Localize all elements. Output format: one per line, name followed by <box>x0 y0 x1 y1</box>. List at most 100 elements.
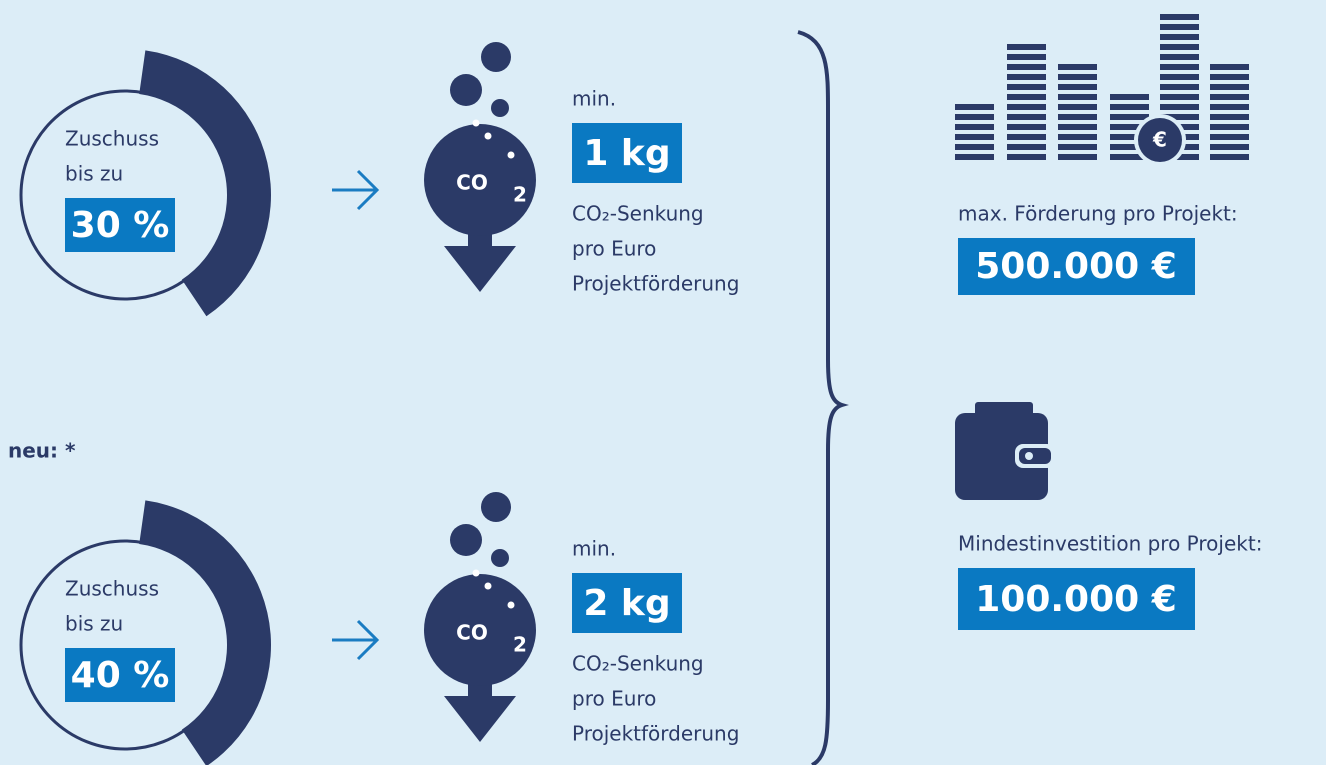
brace <box>797 30 849 765</box>
dot <box>484 132 492 140</box>
arrow-head <box>444 246 516 292</box>
bar-stripe <box>955 154 994 160</box>
bar-stripe <box>1210 124 1249 130</box>
bar-stripe <box>1160 34 1199 40</box>
reduction-prefix: min. <box>572 537 616 561</box>
bubble <box>491 99 509 117</box>
bar-stripe <box>1210 74 1249 80</box>
co2-text: CO <box>456 621 488 645</box>
grant-value: 30 % <box>71 205 170 246</box>
bar-stripe <box>955 124 994 130</box>
bar-stripe <box>1110 94 1149 100</box>
bar-stripe <box>1007 44 1046 50</box>
wallet-body <box>955 413 1048 500</box>
reduction-line: pro Euro <box>572 237 656 261</box>
bar-stripe <box>1007 144 1046 150</box>
value-box <box>65 198 175 252</box>
dot <box>484 582 492 590</box>
reduction-line: Projektförderung <box>572 272 739 296</box>
value-box <box>572 123 682 183</box>
bubble <box>450 74 482 106</box>
bar-stripe <box>1160 44 1199 50</box>
euro-coin <box>1138 118 1182 162</box>
dot <box>472 569 480 577</box>
bar-stripe <box>1007 54 1046 60</box>
bar-stripe <box>1007 94 1046 100</box>
grant-line: Zuschuss <box>65 127 159 151</box>
bar-stripe <box>1160 104 1199 110</box>
grant-line: bis zu <box>65 162 123 186</box>
bar-stripe <box>1110 104 1149 110</box>
bar-stripe <box>1210 114 1249 120</box>
bar-stripe <box>955 114 994 120</box>
bar-stripe <box>1160 24 1199 30</box>
bar-stripe <box>1160 14 1199 20</box>
reduction-prefix: min. <box>572 87 616 111</box>
reduction-value: 2 kg <box>583 583 670 624</box>
row: Zuschuss bis zu 40 % CO 2 min. 2 kg CO₂-Senkung… <box>19 492 739 765</box>
dot <box>472 119 480 127</box>
bar-stripe <box>1110 154 1149 160</box>
bar-stripe <box>1210 134 1249 140</box>
max-funding-label: max. Förderung pro Projekt: <box>958 202 1238 226</box>
bar-stripe <box>1160 84 1199 90</box>
arrow <box>332 169 380 211</box>
ring-arc <box>139 50 271 317</box>
bar-stripe <box>1058 104 1097 110</box>
funding-icon: € <box>955 14 1249 166</box>
bubble <box>491 549 509 567</box>
new-label: neu: * <box>8 439 76 463</box>
value-box <box>958 568 1195 630</box>
co2-circle <box>424 574 536 686</box>
bar-stripe <box>1210 94 1249 100</box>
bar-stripe <box>1007 74 1046 80</box>
rows: Zuschuss bis zu 30 % CO 2 min. 1 kg CO₂-Senkung… <box>19 42 739 765</box>
ring-arc <box>139 500 271 765</box>
arrow <box>332 619 380 661</box>
bar-stripe <box>1058 84 1097 90</box>
reduction-line: pro Euro <box>572 687 656 711</box>
bubble <box>481 492 511 522</box>
bar-stripe <box>1210 144 1249 150</box>
bar-stripe <box>1110 124 1149 130</box>
bar-stripe <box>1007 124 1046 130</box>
co2-sub: 2 <box>513 633 527 657</box>
grant-value: 40 % <box>71 655 170 696</box>
co2-text: CO <box>456 171 488 195</box>
dot <box>507 601 515 609</box>
bar-stripe <box>1210 104 1249 110</box>
bar-stripe <box>1160 54 1199 60</box>
co2-sub: 2 <box>513 183 527 207</box>
reduction-line: CO₂-Senkung <box>572 652 704 676</box>
bar-stripe <box>1210 154 1249 160</box>
bar-stripe <box>1160 74 1199 80</box>
max-funding-value: 500.000 € <box>975 246 1177 287</box>
bar-stripe <box>955 104 994 110</box>
bar-stripe <box>1058 154 1097 160</box>
value-box <box>958 238 1195 295</box>
bar-stripe <box>1058 144 1097 150</box>
bar-stripe <box>1007 84 1046 90</box>
wallet-tab <box>975 402 1033 416</box>
wallet-icon <box>955 402 1055 500</box>
bar-stripe <box>1160 64 1199 70</box>
euro-sign: € <box>1152 128 1167 152</box>
value-box <box>572 573 682 633</box>
arrow-head <box>444 696 516 742</box>
bar-stripe <box>1058 94 1097 100</box>
wallet-clasp-inner <box>1019 448 1051 464</box>
bar-stripe <box>1110 114 1149 120</box>
dot <box>507 151 515 159</box>
bar-stripe <box>1210 64 1249 70</box>
wallet-button <box>1025 452 1033 460</box>
min-investment-label: Mindestinvestition pro Projekt: <box>958 532 1262 556</box>
reduction-value: 1 kg <box>583 133 670 174</box>
bar-stripe <box>1110 134 1149 140</box>
bar-stripe <box>1058 124 1097 130</box>
grant-line: bis zu <box>65 612 123 636</box>
bubble <box>481 42 511 72</box>
bar-stripe <box>1007 104 1046 110</box>
bar-stripe <box>1210 84 1249 90</box>
bar-stripe <box>1110 144 1149 150</box>
